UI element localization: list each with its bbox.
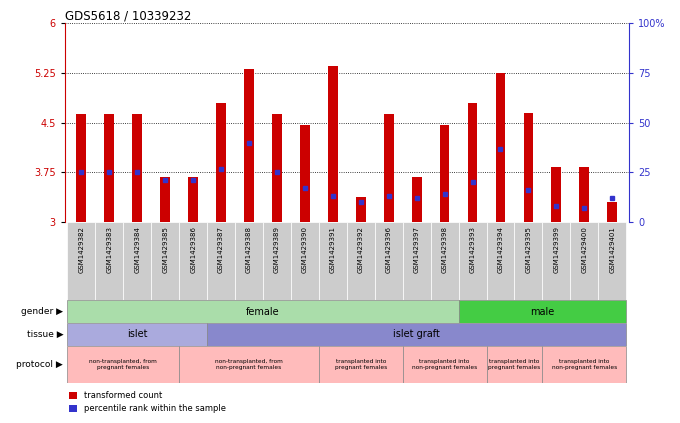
Text: transplanted into
non-pregnant females: transplanted into non-pregnant females — [551, 359, 617, 370]
Bar — [291, 222, 319, 300]
Bar — [486, 222, 515, 300]
Bar — [207, 222, 235, 300]
Bar — [207, 323, 626, 346]
Bar — [179, 222, 207, 300]
Bar — [458, 222, 486, 300]
Bar — [571, 222, 598, 300]
Bar — [319, 346, 403, 383]
Text: GSM1429391: GSM1429391 — [330, 226, 336, 273]
Bar — [272, 114, 282, 222]
Bar — [123, 222, 151, 300]
Bar — [607, 202, 617, 222]
Text: GSM1429396: GSM1429396 — [386, 226, 392, 273]
Text: GDS5618 / 10339232: GDS5618 / 10339232 — [65, 9, 191, 22]
Bar — [356, 197, 366, 222]
Text: GSM1429394: GSM1429394 — [498, 226, 503, 273]
Bar — [543, 346, 626, 383]
Text: GSM1429384: GSM1429384 — [134, 226, 140, 273]
Bar — [598, 222, 626, 300]
Text: GSM1429397: GSM1429397 — [413, 226, 420, 273]
Bar — [347, 222, 375, 300]
Text: GSM1429400: GSM1429400 — [581, 226, 588, 273]
Bar — [76, 114, 86, 222]
Bar — [151, 222, 179, 300]
Bar — [67, 346, 179, 383]
Bar — [412, 177, 422, 222]
Bar — [328, 66, 338, 222]
Text: GSM1429387: GSM1429387 — [218, 226, 224, 273]
Bar — [543, 222, 571, 300]
Text: transplanted into
pregnant females: transplanted into pregnant females — [335, 359, 387, 370]
Text: non-transplanted, from
pregnant females: non-transplanted, from pregnant females — [89, 359, 157, 370]
Bar — [579, 167, 589, 222]
Text: GSM1429401: GSM1429401 — [609, 226, 615, 273]
Text: GSM1429386: GSM1429386 — [190, 226, 196, 273]
Bar — [524, 113, 533, 222]
Text: female: female — [246, 307, 279, 317]
Text: GSM1429398: GSM1429398 — [441, 226, 447, 273]
Bar — [188, 177, 198, 222]
Bar — [440, 125, 449, 222]
Bar — [235, 222, 263, 300]
Bar — [486, 346, 543, 383]
Bar — [263, 222, 291, 300]
Bar — [95, 222, 123, 300]
Text: transplanted into
non-pregnant females: transplanted into non-pregnant females — [412, 359, 477, 370]
Text: transplanted into
pregnant females: transplanted into pregnant females — [488, 359, 541, 370]
Bar — [430, 222, 458, 300]
Text: male: male — [530, 307, 554, 317]
Bar — [458, 300, 626, 323]
Text: GSM1429383: GSM1429383 — [106, 226, 112, 273]
Legend: transformed count, percentile rank within the sample: transformed count, percentile rank withi… — [65, 388, 229, 417]
Bar — [67, 323, 207, 346]
Text: GSM1429392: GSM1429392 — [358, 226, 364, 273]
Text: gender ▶: gender ▶ — [21, 307, 63, 316]
Bar — [403, 222, 430, 300]
Bar — [496, 73, 505, 222]
Bar — [319, 222, 347, 300]
Bar — [67, 300, 458, 323]
Text: GSM1429390: GSM1429390 — [302, 226, 308, 273]
Text: non-transplanted, from
non-pregnant females: non-transplanted, from non-pregnant fema… — [215, 359, 283, 370]
Text: tissue ▶: tissue ▶ — [27, 330, 63, 339]
Bar — [468, 103, 477, 222]
Bar — [375, 222, 403, 300]
Text: GSM1429388: GSM1429388 — [246, 226, 252, 273]
Text: GSM1429382: GSM1429382 — [78, 226, 84, 273]
Bar — [67, 222, 95, 300]
Bar — [244, 69, 254, 222]
Text: islet: islet — [127, 330, 148, 340]
Text: islet graft: islet graft — [393, 330, 440, 340]
Bar — [179, 346, 319, 383]
Text: GSM1429395: GSM1429395 — [526, 226, 531, 273]
Bar — [133, 114, 142, 222]
Bar — [403, 346, 486, 383]
Bar — [515, 222, 543, 300]
Bar — [300, 125, 310, 222]
Text: GSM1429393: GSM1429393 — [469, 226, 475, 273]
Text: GSM1429385: GSM1429385 — [163, 226, 168, 273]
Text: GSM1429389: GSM1429389 — [274, 226, 280, 273]
Text: GSM1429399: GSM1429399 — [554, 226, 560, 273]
Bar — [551, 167, 561, 222]
Bar — [216, 103, 226, 222]
Text: protocol ▶: protocol ▶ — [16, 360, 63, 369]
Bar — [160, 177, 170, 222]
Bar — [105, 114, 114, 222]
Bar — [384, 114, 394, 222]
